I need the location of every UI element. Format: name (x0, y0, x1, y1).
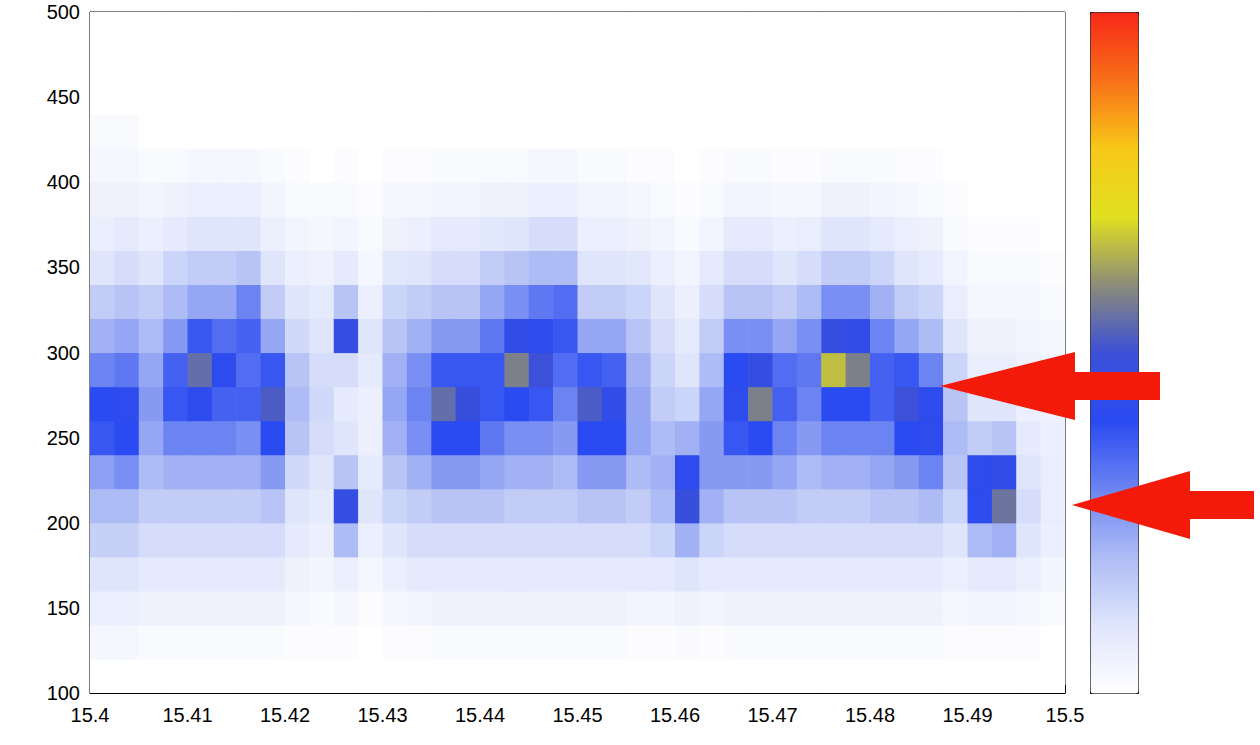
svg-text:15.48: 15.48 (845, 704, 895, 726)
svg-text:400: 400 (47, 171, 80, 193)
svg-text:450: 450 (47, 86, 80, 108)
svg-text:350: 350 (47, 256, 80, 278)
svg-text:150: 150 (47, 597, 80, 619)
svg-text:300: 300 (47, 342, 80, 364)
svg-text:100: 100 (47, 682, 80, 704)
svg-text:500: 500 (47, 1, 80, 23)
svg-text:15.41: 15.41 (162, 704, 212, 726)
svg-text:15.4: 15.4 (71, 704, 110, 726)
svg-text:15.47: 15.47 (747, 704, 797, 726)
svg-text:15.46: 15.46 (650, 704, 700, 726)
svg-text:15.43: 15.43 (357, 704, 407, 726)
svg-text:15.45: 15.45 (552, 704, 602, 726)
svg-text:250: 250 (47, 427, 80, 449)
svg-text:200: 200 (47, 512, 80, 534)
svg-text:15.49: 15.49 (942, 704, 992, 726)
svg-text:15.42: 15.42 (260, 704, 310, 726)
svg-text:15.44: 15.44 (455, 704, 505, 726)
svg-text:15.5: 15.5 (1046, 704, 1085, 726)
